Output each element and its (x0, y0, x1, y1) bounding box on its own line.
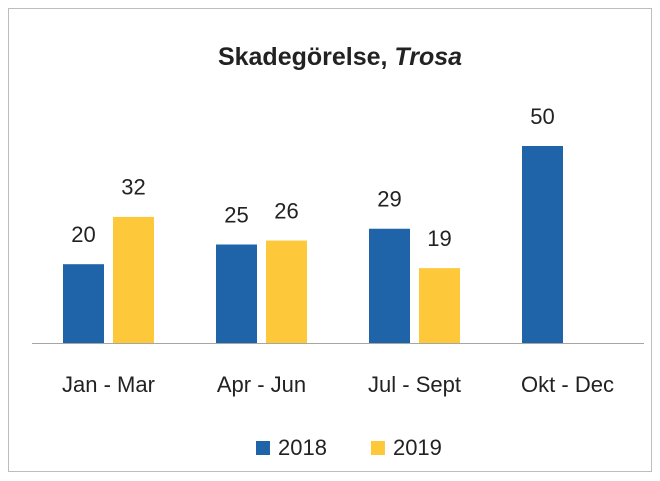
data-label: 29 (377, 187, 401, 212)
data-label: 20 (71, 222, 95, 247)
x-tick-label: Jul - Sept (368, 372, 461, 397)
data-label: 26 (274, 198, 298, 223)
bar (522, 146, 563, 343)
x-tick-label: Apr - Jun (217, 372, 306, 397)
title-main: Skadegörelse, (218, 43, 388, 71)
bar (419, 268, 460, 343)
data-label: 25 (224, 202, 248, 227)
bar (266, 240, 307, 343)
data-label: 50 (530, 104, 554, 129)
bar (369, 228, 410, 343)
legend-label: 2019 (393, 435, 442, 460)
legend-label: 2018 (278, 435, 327, 460)
title-italic: Trosa (394, 43, 462, 71)
data-label: 32 (121, 175, 145, 200)
legend-swatch (370, 441, 385, 455)
bar (216, 244, 257, 343)
bar (113, 216, 154, 343)
legend-swatch (256, 441, 270, 455)
bar (63, 264, 104, 343)
x-tick-label: Okt - Dec (521, 372, 614, 397)
chart-title: Skadegörelse, Trosa (218, 43, 462, 71)
data-label: 19 (427, 226, 451, 251)
x-tick-label: Jan - Mar (62, 372, 155, 397)
